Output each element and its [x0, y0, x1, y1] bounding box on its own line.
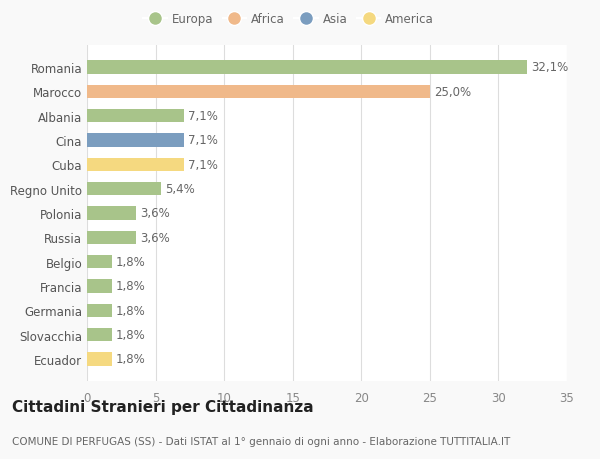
Bar: [87, 231, 136, 244]
Bar: [87, 61, 527, 74]
Text: 1,8%: 1,8%: [116, 304, 146, 317]
Text: 7,1%: 7,1%: [188, 134, 218, 147]
Text: 5,4%: 5,4%: [165, 183, 195, 196]
Bar: [87, 134, 184, 147]
Bar: [87, 207, 136, 220]
Legend: Europa, Africa, Asia, America: Europa, Africa, Asia, America: [139, 8, 439, 31]
Text: 7,1%: 7,1%: [188, 158, 218, 171]
Bar: [87, 304, 112, 317]
Text: COMUNE DI PERFUGAS (SS) - Dati ISTAT al 1° gennaio di ogni anno - Elaborazione T: COMUNE DI PERFUGAS (SS) - Dati ISTAT al …: [12, 437, 510, 446]
Bar: [87, 183, 161, 196]
Bar: [87, 353, 112, 366]
Text: 32,1%: 32,1%: [532, 62, 569, 74]
Text: 7,1%: 7,1%: [188, 110, 218, 123]
Text: 1,8%: 1,8%: [116, 353, 146, 365]
Text: 1,8%: 1,8%: [116, 328, 146, 341]
Text: Cittadini Stranieri per Cittadinanza: Cittadini Stranieri per Cittadinanza: [12, 399, 314, 414]
Bar: [87, 158, 184, 172]
Bar: [87, 85, 430, 99]
Text: 3,6%: 3,6%: [140, 231, 170, 244]
Bar: [87, 280, 112, 293]
Text: 25,0%: 25,0%: [434, 85, 471, 99]
Bar: [87, 255, 112, 269]
Text: 1,8%: 1,8%: [116, 280, 146, 293]
Text: 3,6%: 3,6%: [140, 207, 170, 220]
Bar: [87, 328, 112, 341]
Text: 1,8%: 1,8%: [116, 256, 146, 269]
Bar: [87, 110, 184, 123]
